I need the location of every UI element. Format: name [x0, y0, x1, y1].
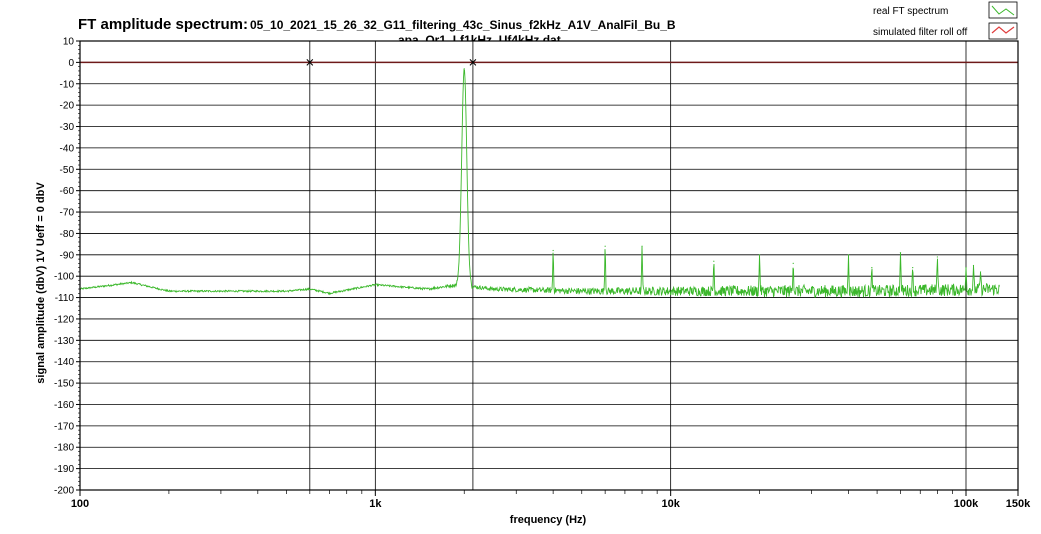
spectrum-peak [936, 256, 938, 258]
y-tick-label: -70 [60, 208, 75, 219]
spectrum-peak [604, 245, 606, 247]
x-tick-label: 10k [661, 498, 680, 510]
y-tick-label: -170 [54, 421, 74, 432]
legend: real FT spectrum simulated filter roll o… [873, 1, 1018, 40]
data-series [79, 61, 1018, 298]
y-tick-label: 0 [68, 58, 74, 69]
spectrum-peak [847, 254, 850, 256]
y-tick-label: -90 [60, 250, 75, 261]
y-tick-label: -130 [54, 336, 74, 347]
spectrum-peak [641, 245, 643, 247]
y-tick-label: -10 [60, 79, 75, 90]
y-tick-label: -200 [54, 486, 74, 497]
legend-label-filter-rolloff: simulated filter roll off [873, 27, 968, 38]
spectrum-peak [871, 267, 873, 269]
y-tick-label: -110 [55, 293, 75, 304]
y-tick-label: -140 [54, 357, 74, 368]
y-tick-label: -50 [60, 165, 75, 176]
spectrum-peak [899, 252, 902, 254]
y-tick-label: -190 [54, 464, 74, 475]
legend-swatch-real-spectrum [988, 1, 1018, 19]
x-tick-label: 100k [954, 498, 979, 510]
spectrum-peak [792, 262, 794, 264]
y-tick-label: -100 [54, 272, 74, 283]
y-tick-label: -60 [60, 186, 75, 197]
legend-label-real-spectrum: real FT spectrum [873, 6, 948, 17]
y-tick-label: -160 [54, 400, 74, 411]
y-tick-label: -180 [54, 443, 74, 454]
cursor-markers [306, 59, 477, 66]
spectrum-peak [972, 264, 975, 267]
chart-subtitle-line1: 05_10_2021_15_26_32_G11_filtering_43c_Si… [250, 18, 676, 32]
y-axis-ticks: 10 0 -10 -20 -30 -40 -50 -60 -70 -80 -90 -100 -110 -1… [54, 37, 80, 497]
plot-frame [79, 40, 1019, 491]
y-tick-label: -150 [54, 379, 74, 390]
x-axis-ticks: 100 1k 10k 100k 150k [71, 490, 1031, 510]
y-tick-label: -40 [60, 143, 75, 154]
x-tick-label: 150k [1006, 498, 1031, 510]
spectrum-peak [912, 267, 914, 269]
y-axis-label: signal amplitude (dbV) 1V Ueff = 0 dbV [35, 182, 47, 384]
cursor-marker [469, 59, 477, 66]
legend-line-filter-rolloff [991, 26, 1015, 34]
x-axis-label: frequency (Hz) [510, 514, 587, 526]
chart-title: FT amplitude spectrum: [78, 16, 248, 33]
spectrum-peak [463, 68, 465, 70]
spectrum-peak [965, 267, 967, 269]
spectrum-peak [552, 249, 554, 252]
x-tick-label: 100 [71, 498, 89, 510]
x-tick-label: 1k [369, 498, 382, 510]
y-tick-label: -80 [60, 229, 75, 240]
y-tick-label: -30 [60, 122, 75, 133]
y-tick-label: -20 [60, 101, 75, 112]
legend-line-real-spectrum [991, 5, 1015, 16]
spectrum-peak [979, 271, 982, 273]
spectrum-peak [758, 254, 761, 256]
cursor-marker [306, 59, 314, 66]
y-tick-label: -120 [54, 314, 74, 325]
y-tick-label: 10 [63, 37, 75, 48]
plot-area [80, 41, 1018, 490]
series-real-ft-spectrum [79, 68, 1000, 298]
spectrum-peak [713, 260, 715, 262]
